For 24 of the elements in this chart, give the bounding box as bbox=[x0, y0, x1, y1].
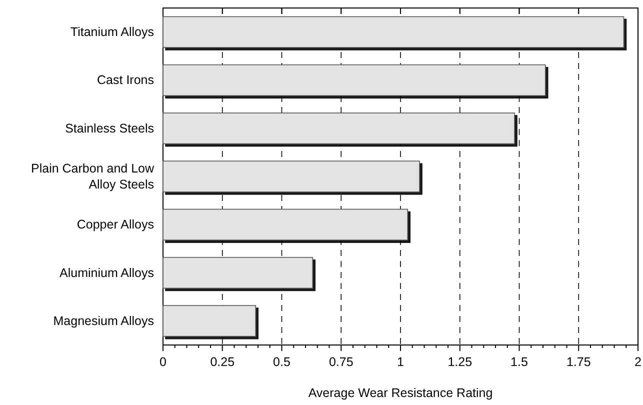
bar bbox=[162, 256, 314, 289]
x-tick-label: 1.5 bbox=[510, 355, 528, 369]
x-tick-label: 0.25 bbox=[210, 355, 235, 369]
bar bbox=[162, 64, 546, 96]
bar bbox=[162, 208, 408, 240]
x-tick-label: 0.5 bbox=[273, 355, 290, 369]
y-tick-label: Magnesium Alloys bbox=[53, 314, 154, 328]
x-tick-label: 1.25 bbox=[448, 355, 472, 369]
x-tick-label: 2 bbox=[634, 355, 642, 369]
bar bbox=[162, 16, 624, 48]
x-tick-label: 1 bbox=[397, 355, 404, 369]
x-axis-title: Average Wear Resistance Rating bbox=[308, 386, 493, 400]
y-tick-label: Aluminium Alloys bbox=[60, 266, 154, 280]
y-tick-label: Stainless Steels bbox=[65, 121, 154, 136]
x-tick-label: 0.75 bbox=[328, 355, 354, 369]
x-tick-label: 1.75 bbox=[566, 355, 591, 369]
bar bbox=[162, 305, 256, 337]
y-tick-label: Cast Irons bbox=[97, 73, 154, 88]
y-tick-label: Plain Carbon and Low Alloy Steels bbox=[31, 162, 155, 192]
bar bbox=[162, 160, 420, 192]
bar bbox=[162, 112, 515, 144]
x-tick-label: 0 bbox=[160, 355, 167, 369]
y-tick-label: Copper Alloys bbox=[76, 218, 154, 232]
y-tick-label: Titanium Alloys bbox=[70, 25, 154, 40]
